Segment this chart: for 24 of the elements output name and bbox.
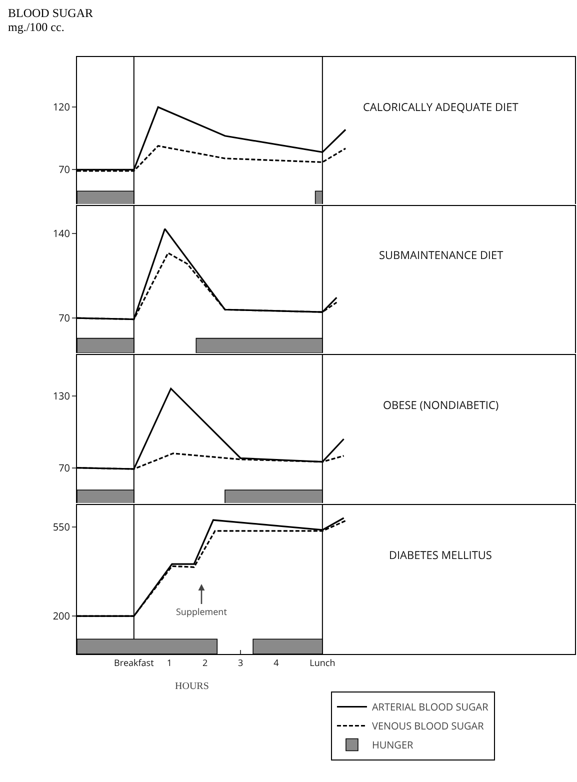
x-tick-label: 3: [238, 656, 244, 669]
x-axis-title: HOURS: [175, 681, 209, 692]
y-axis-title: BLOOD SUGAR mg./100 cc.: [8, 6, 94, 34]
legend-label: ARTERIAL BLOOD SUGAR: [372, 700, 488, 714]
y-tick-label: 130: [52, 388, 70, 402]
y-tick-label: 70: [58, 310, 70, 325]
annotation: Supplement: [176, 605, 227, 618]
y-tick-label: 550: [52, 519, 70, 534]
y-tick-label: 200: [52, 608, 70, 623]
legend-label: VENOUS BLOOD SUGAR: [372, 718, 484, 733]
x-tick-label: Lunch: [310, 656, 336, 669]
text: CALORICALLY ADEQUATE DIET: [363, 100, 518, 115]
y-tick-label: 140: [52, 226, 70, 240]
y-tick-label: 70: [58, 460, 70, 474]
x-tick-label: Breakfast: [114, 656, 154, 669]
text: DIABETES MELLITUS: [389, 548, 492, 563]
y-tick-label: 70: [58, 162, 70, 176]
x-tick-label: 4: [274, 656, 279, 669]
y-tick-label: 120: [52, 100, 70, 114]
text: SUBMAINTENANCE DIET: [379, 248, 504, 263]
text: OBESE (NONDIABETIC): [383, 398, 499, 413]
x-tick-label: 1: [166, 656, 172, 669]
legend-label: HUNGER: [372, 738, 414, 752]
x-tick-label: 2: [202, 656, 208, 669]
